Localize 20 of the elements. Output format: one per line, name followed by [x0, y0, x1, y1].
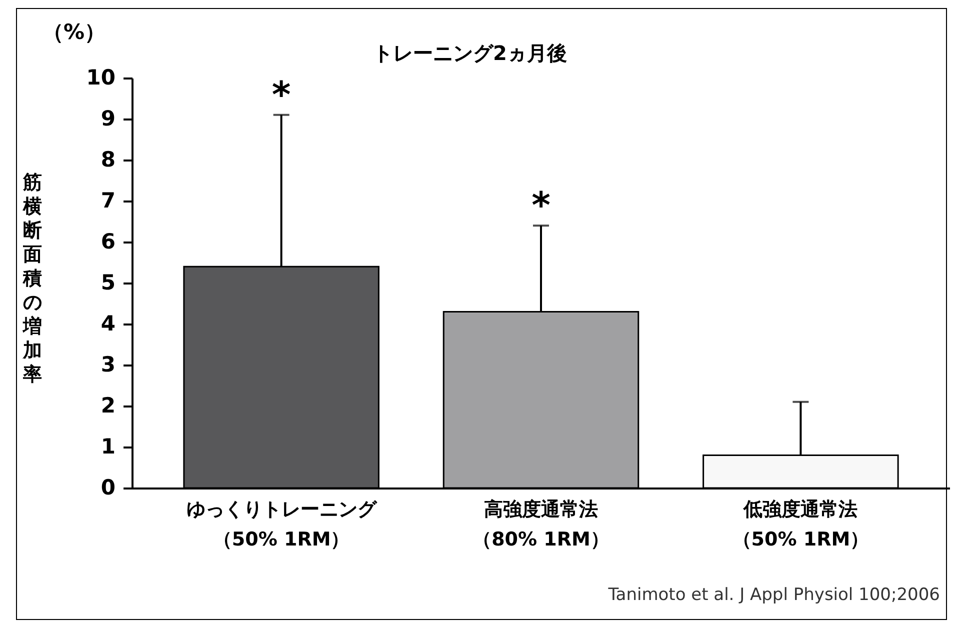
y-tick-label: 5: [100, 270, 116, 294]
y-tick-label: 0: [100, 476, 116, 500]
y-tick-label: 9: [100, 106, 116, 130]
y-tick-label: 1: [100, 434, 116, 458]
text: （%）: [42, 20, 106, 44]
y-tick-label: 6: [100, 230, 116, 254]
text: Tanimoto et al. J Appl Physiol 100;2006: [607, 585, 940, 605]
text: 筋横断面積の増加率: [23, 172, 42, 386]
x-tick-label: 高強度通常法（80% 1RM）: [472, 498, 610, 550]
x-tick-label: ゆっくりトレーニング（50% 1RM）: [186, 498, 378, 550]
y-tick-label: 8: [100, 148, 116, 172]
chart-title: トレーニング2ヵ月後: [373, 41, 567, 65]
y-tick-label: 10: [86, 66, 116, 90]
y-tick-label: 3: [100, 352, 116, 376]
x-tick-label: 低強度通常法（50% 1RM）: [732, 498, 870, 550]
annotation: *: [532, 186, 551, 227]
y-tick-label: 7: [100, 188, 116, 212]
y-tick-label: 4: [100, 312, 116, 336]
annotation: *: [272, 74, 291, 116]
y-tick-label: 2: [100, 394, 116, 418]
